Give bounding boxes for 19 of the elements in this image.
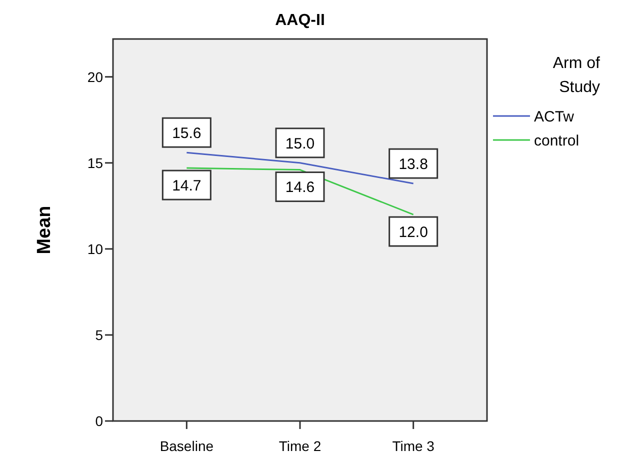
y-tick-label: 15: [87, 154, 104, 171]
data-label: 13.8: [398, 156, 428, 173]
chart-title: AAQ-II: [275, 12, 325, 29]
legend-title: Arm of Study: [552, 55, 601, 96]
data-label: 12.0: [398, 224, 428, 241]
y-tick-label: 5: [95, 326, 104, 343]
data-label: 15.0: [285, 135, 315, 152]
data-label: 14.7: [172, 177, 202, 194]
x-tick-label: Time 2: [278, 438, 322, 454]
data-label: 14.6: [285, 179, 315, 196]
x-tick-label: Baseline: [160, 438, 214, 454]
data-label: 15.6: [172, 124, 202, 142]
legend-label: control: [534, 132, 580, 150]
y-tick-label: 10: [87, 240, 104, 257]
y-axis-title: Mean: [34, 206, 55, 254]
y-tick-label: 0: [95, 412, 104, 429]
legend-label: ACTw: [534, 108, 574, 126]
x-tick-label: Time 3: [392, 438, 435, 454]
y-tick-label: 20: [87, 68, 104, 85]
